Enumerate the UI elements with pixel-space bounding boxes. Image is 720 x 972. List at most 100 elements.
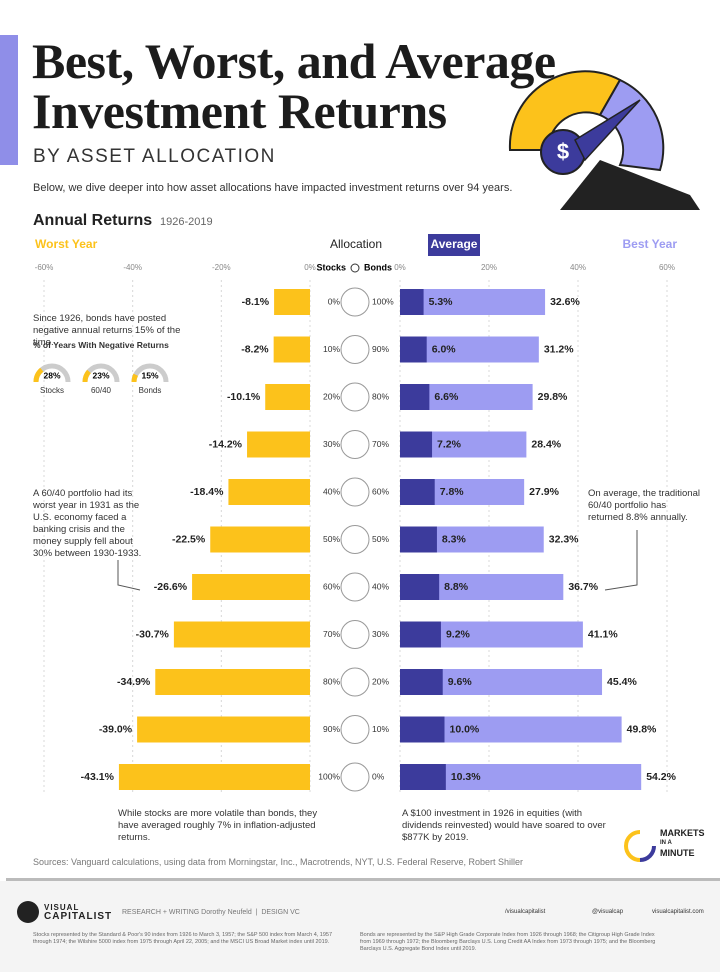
svg-text:$: $ (557, 139, 569, 164)
category-label: 50% (323, 534, 340, 544)
value-label: -18.4% (190, 486, 224, 498)
category-label: 0% (372, 771, 385, 781)
value-label: -8.2% (241, 343, 269, 355)
gauge-value (131, 373, 139, 383)
x-tick-label: -20% (212, 263, 231, 272)
brand-logo (17, 901, 39, 923)
dial-illustration: $ (508, 70, 700, 210)
bar (192, 574, 310, 600)
x-tick-label: 0% (304, 263, 316, 272)
gauge-label: Bonds (139, 386, 162, 395)
bar (173, 621, 310, 648)
gauge-value (33, 367, 44, 383)
brand: VISUAL CAPITALIST (44, 903, 112, 922)
badge-line: IN A (660, 840, 672, 846)
value-label: 49.8% (627, 723, 657, 735)
gauge-value (82, 369, 92, 383)
value-label: 9.2% (446, 628, 471, 640)
value-label: -26.6% (154, 581, 188, 593)
value-label: -30.7% (136, 628, 170, 640)
category-label: 100% (372, 296, 394, 306)
category-label: 50% (372, 534, 389, 544)
bar (273, 336, 310, 363)
value-label: 36.7% (568, 581, 598, 593)
bar (210, 526, 310, 553)
allocation-icon (350, 263, 360, 273)
value-label: 6.6% (434, 391, 459, 403)
allocation-title: Allocation (330, 237, 382, 251)
value-label: -14.2% (209, 438, 243, 450)
title-line-2: Investment Returns (32, 83, 447, 139)
social-3[interactable]: visualcapitalist.com (652, 909, 704, 915)
value-label: 5.3% (429, 296, 454, 308)
category-label: 30% (323, 439, 340, 449)
bar (400, 716, 445, 743)
bar (228, 479, 310, 505)
connector (604, 530, 638, 591)
sources: Sources: Vanguard calculations, using da… (33, 857, 524, 867)
allocation-circle (340, 715, 370, 744)
accent-stripe (0, 35, 18, 165)
category-label: 90% (323, 724, 340, 734)
x-tick-label: -40% (123, 263, 142, 272)
social-1[interactable]: /visualcapitalist (505, 909, 546, 915)
bar (400, 764, 446, 790)
category-label: 70% (323, 629, 340, 639)
value-label: -8.1% (242, 296, 270, 308)
brand-line: VISUAL (44, 903, 80, 912)
legend-swatch (428, 234, 480, 256)
bar (400, 384, 430, 410)
bar (400, 621, 441, 648)
stocks-volatility-note: While stocks are more volatile than bond… (118, 808, 318, 843)
bar (400, 289, 424, 315)
value-label: 9.6% (448, 676, 473, 688)
section-title: Annual Returns (33, 212, 153, 229)
bar (400, 289, 546, 315)
value-label: 41.1% (588, 628, 618, 640)
worst-6040-note: A 60/40 portfolio had its worst year in … (33, 488, 142, 559)
connector (117, 560, 141, 591)
bar (400, 526, 437, 553)
stocks-label: Stocks (316, 262, 346, 272)
bar (155, 669, 310, 695)
category-label: 60% (323, 581, 340, 591)
allocation-circle (340, 382, 370, 412)
legend-entry: Best Year (623, 237, 678, 251)
category-label: 70% (372, 439, 389, 449)
x-tick-label: 20% (481, 263, 497, 272)
value-label: 54.2% (646, 771, 676, 783)
category-label: 0% (328, 296, 341, 306)
category-label: 100% (318, 771, 340, 781)
category-label: 10% (323, 344, 340, 354)
category-label: 40% (372, 581, 389, 591)
footer-background (0, 881, 720, 972)
value-label: -43.1% (81, 771, 115, 783)
social-2[interactable]: @visualcap (592, 909, 624, 915)
value-label: 32.3% (549, 533, 579, 545)
x-tick-label: 0% (394, 263, 406, 272)
category-label: 10% (372, 724, 389, 734)
x-tick-label: -60% (35, 263, 54, 272)
badge-line: MINUTE (660, 848, 695, 858)
allocation-circle (340, 667, 370, 697)
category-label: 60% (372, 486, 389, 496)
category-label: 20% (323, 391, 340, 401)
bar (247, 431, 310, 458)
category-label: 30% (372, 629, 389, 639)
gauge-value-label: 23% (92, 370, 109, 380)
legend-entry: Average (431, 237, 478, 251)
allocation-circle (340, 430, 370, 459)
value-label: 10.0% (450, 723, 480, 735)
bar (137, 716, 310, 743)
category-label: 80% (372, 391, 389, 401)
markets-badge (624, 830, 656, 862)
bonds-label: Bonds (364, 262, 392, 272)
value-label: 8.8% (444, 581, 469, 593)
value-label: 7.2% (437, 438, 462, 450)
x-tick-label: 40% (570, 263, 586, 272)
bar (400, 431, 433, 458)
gauge-label: 60/40 (91, 386, 112, 395)
x-tick-label: 60% (659, 263, 675, 272)
